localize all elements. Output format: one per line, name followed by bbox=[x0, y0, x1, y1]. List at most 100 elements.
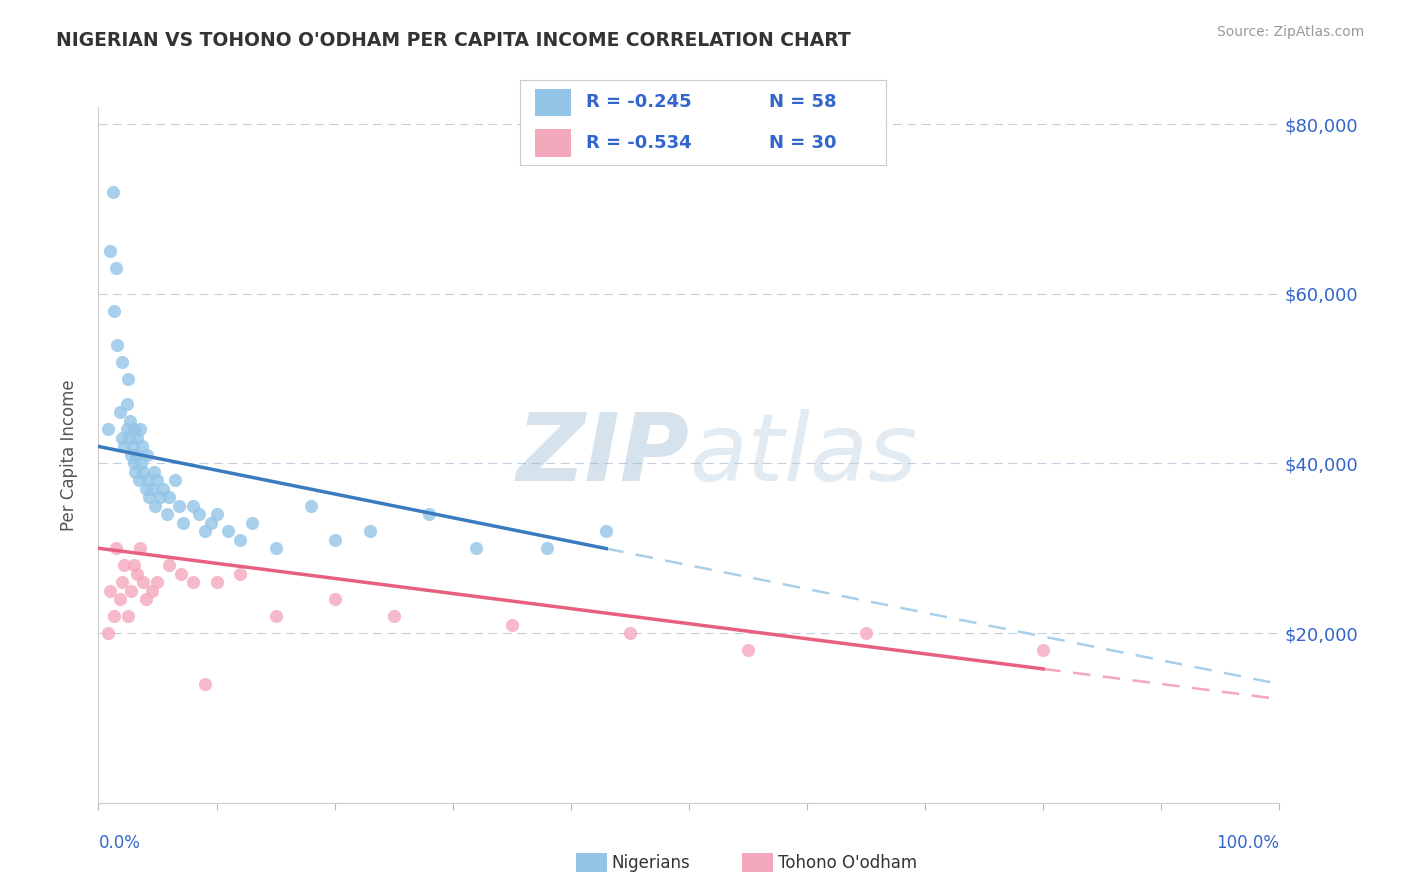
Point bbox=[167, 499, 190, 513]
Point bbox=[1032, 643, 1054, 657]
Point bbox=[142, 465, 165, 479]
Point bbox=[855, 626, 877, 640]
Point bbox=[536, 541, 558, 556]
Point bbox=[229, 566, 252, 581]
Text: Tohono O'odham: Tohono O'odham bbox=[778, 854, 917, 871]
Text: N = 30: N = 30 bbox=[769, 134, 837, 152]
Point bbox=[115, 397, 138, 411]
Point bbox=[135, 592, 157, 607]
Text: N = 58: N = 58 bbox=[769, 94, 837, 112]
Point bbox=[127, 566, 149, 581]
Point bbox=[619, 626, 641, 640]
Point bbox=[156, 508, 179, 522]
Point bbox=[122, 457, 145, 471]
Point bbox=[131, 439, 153, 453]
Point bbox=[194, 524, 217, 539]
Point bbox=[138, 491, 160, 505]
Point bbox=[141, 583, 163, 598]
Point bbox=[170, 566, 193, 581]
Point bbox=[128, 474, 150, 488]
Point bbox=[146, 474, 169, 488]
Point bbox=[205, 508, 228, 522]
Point bbox=[120, 414, 142, 428]
Point bbox=[141, 482, 163, 496]
Point bbox=[108, 405, 131, 419]
Point bbox=[121, 439, 143, 453]
Point bbox=[105, 261, 128, 276]
Point bbox=[117, 371, 139, 385]
Point bbox=[128, 422, 150, 436]
Text: 0.0%: 0.0% bbox=[98, 834, 141, 852]
Point bbox=[135, 448, 157, 462]
Point bbox=[737, 643, 759, 657]
Point bbox=[101, 185, 124, 199]
Point bbox=[172, 516, 194, 530]
Point bbox=[97, 626, 120, 640]
Point bbox=[149, 491, 172, 505]
Point bbox=[418, 508, 440, 522]
Bar bbox=[534, 129, 571, 157]
Point bbox=[359, 524, 381, 539]
Point bbox=[165, 474, 187, 488]
Point bbox=[152, 482, 174, 496]
Point bbox=[121, 448, 143, 462]
Point bbox=[108, 592, 131, 607]
Point bbox=[323, 592, 346, 607]
Y-axis label: Per Capita Income: Per Capita Income bbox=[59, 379, 77, 531]
Point bbox=[181, 499, 204, 513]
Point bbox=[103, 609, 125, 624]
Point bbox=[121, 583, 143, 598]
Point bbox=[264, 541, 287, 556]
Point bbox=[132, 465, 155, 479]
Point bbox=[200, 516, 222, 530]
Point bbox=[146, 575, 169, 590]
Point bbox=[103, 303, 125, 318]
Point bbox=[111, 575, 134, 590]
Point bbox=[194, 677, 217, 691]
Point bbox=[105, 337, 128, 351]
Text: ZIP: ZIP bbox=[516, 409, 689, 501]
Point bbox=[323, 533, 346, 547]
Text: Nigerians: Nigerians bbox=[612, 854, 690, 871]
Point bbox=[132, 575, 155, 590]
Point bbox=[229, 533, 252, 547]
Point bbox=[135, 482, 157, 496]
Point bbox=[112, 558, 135, 573]
Point bbox=[118, 431, 141, 445]
Point bbox=[143, 499, 166, 513]
Point bbox=[264, 609, 287, 624]
Point bbox=[382, 609, 405, 624]
Point bbox=[117, 609, 139, 624]
Point bbox=[501, 617, 523, 632]
Text: R = -0.534: R = -0.534 bbox=[586, 134, 692, 152]
Point bbox=[97, 422, 120, 436]
Point bbox=[136, 474, 159, 488]
Point bbox=[125, 448, 148, 462]
Point bbox=[217, 524, 239, 539]
Point bbox=[122, 422, 145, 436]
Point bbox=[465, 541, 488, 556]
Point bbox=[105, 541, 128, 556]
Point bbox=[115, 422, 138, 436]
Text: Source: ZipAtlas.com: Source: ZipAtlas.com bbox=[1216, 25, 1364, 39]
Point bbox=[240, 516, 263, 530]
Text: atlas: atlas bbox=[689, 409, 917, 500]
Point bbox=[187, 508, 209, 522]
Point bbox=[157, 491, 180, 505]
Point bbox=[299, 499, 322, 513]
Point bbox=[595, 524, 617, 539]
Text: R = -0.245: R = -0.245 bbox=[586, 94, 692, 112]
Point bbox=[111, 431, 134, 445]
Point bbox=[129, 457, 152, 471]
Point bbox=[127, 431, 149, 445]
Text: 100.0%: 100.0% bbox=[1216, 834, 1279, 852]
Point bbox=[98, 583, 121, 598]
Text: NIGERIAN VS TOHONO O'ODHAM PER CAPITA INCOME CORRELATION CHART: NIGERIAN VS TOHONO O'ODHAM PER CAPITA IN… bbox=[56, 31, 851, 50]
Point bbox=[124, 465, 146, 479]
Point bbox=[122, 558, 145, 573]
Point bbox=[111, 354, 134, 368]
Point bbox=[205, 575, 228, 590]
Bar bbox=[534, 89, 571, 116]
Point bbox=[157, 558, 180, 573]
Point bbox=[181, 575, 204, 590]
